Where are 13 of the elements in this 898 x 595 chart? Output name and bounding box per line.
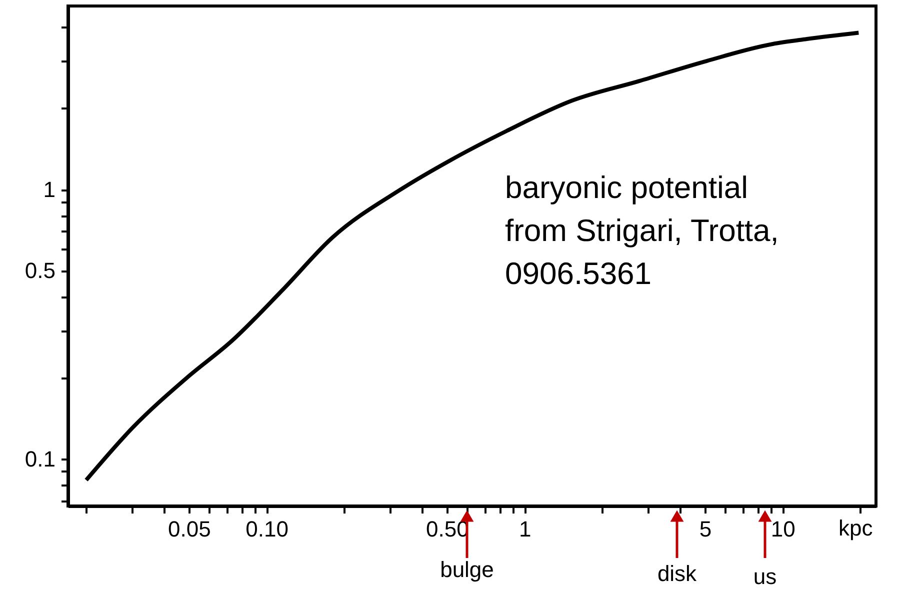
text: bulge	[440, 557, 494, 582]
x-axis-title: kpc	[838, 516, 873, 540]
y-tick-label: 0.5	[24, 258, 56, 284]
text: disk	[657, 561, 698, 586]
text: us	[753, 564, 777, 589]
x-tick-label: 10	[770, 516, 796, 542]
y-tick-label: 0.1	[24, 446, 56, 472]
y-tick-label: 1	[43, 177, 56, 202]
x-tick-label: 0.05	[168, 516, 211, 542]
x-tick-label: 1	[518, 516, 532, 542]
annotation: baryonic potential from Strigari, Trotta, 0906.5361	[505, 170, 779, 291]
x-tick-label: 0.10	[246, 516, 288, 542]
x-tick-label: 5	[699, 516, 712, 542]
